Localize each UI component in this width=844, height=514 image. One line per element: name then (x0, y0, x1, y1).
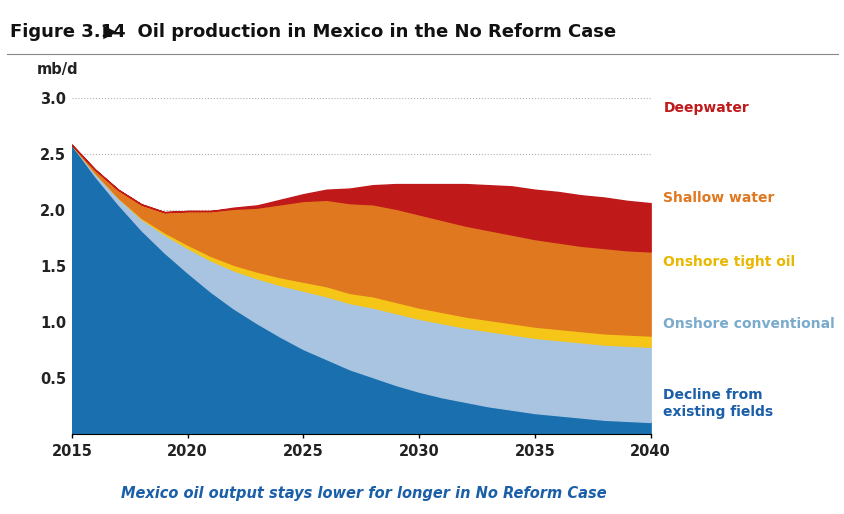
Text: Onshore tight oil: Onshore tight oil (663, 255, 794, 269)
Text: Mexico oil output stays lower for longer in No Reform Case: Mexico oil output stays lower for longer… (121, 486, 605, 501)
Text: Decline from
existing fields: Decline from existing fields (663, 389, 772, 418)
Text: mb/d: mb/d (37, 63, 78, 78)
Text: Figure 3.14: Figure 3.14 (10, 23, 126, 41)
Text: Onshore conventional: Onshore conventional (663, 317, 834, 331)
Text: Deepwater: Deepwater (663, 101, 748, 115)
Text: Shallow water: Shallow water (663, 191, 774, 205)
Text: Oil production in Mexico in the No Reform Case: Oil production in Mexico in the No Refor… (125, 23, 615, 41)
Text: ▶: ▶ (97, 23, 117, 41)
